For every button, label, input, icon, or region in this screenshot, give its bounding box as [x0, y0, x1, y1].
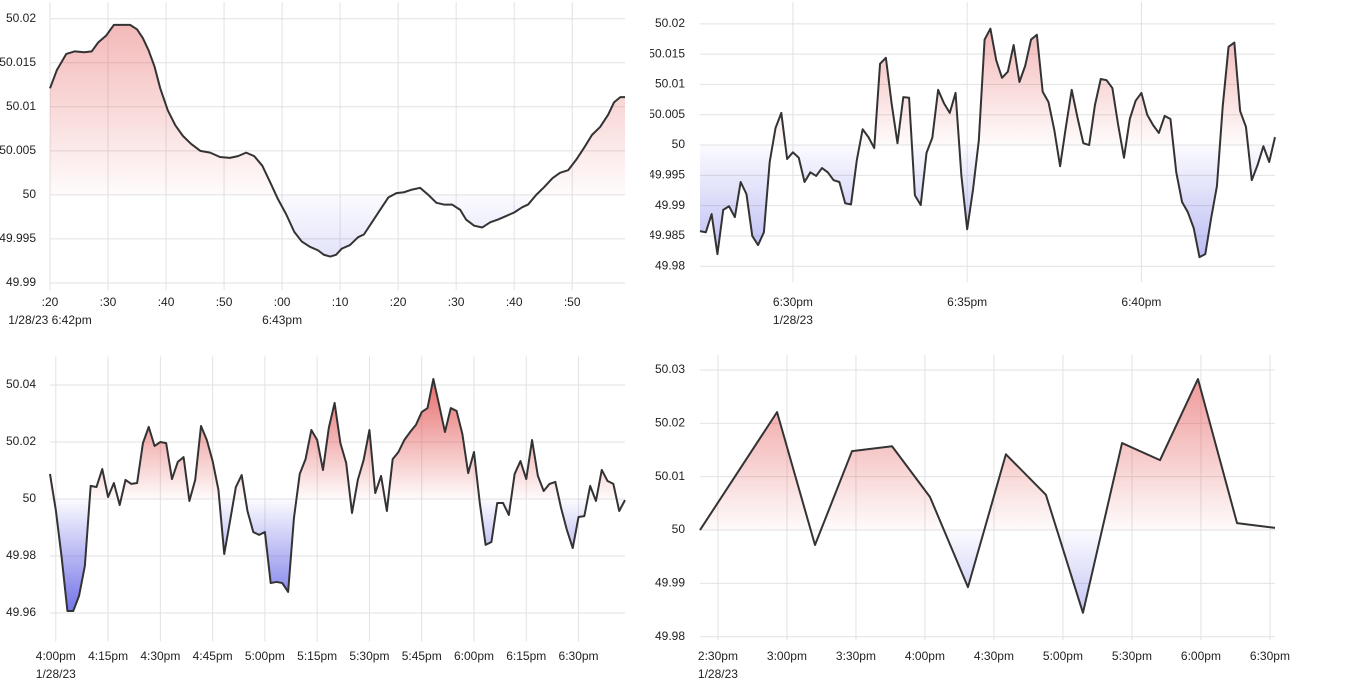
chart: 49.96 49.98 50 50.02 50.04 4:00pm 4:15pm 4:30pm… — [6, 356, 626, 681]
x-tick-label: 4:30pm — [974, 649, 1014, 663]
y-tick-label: 49.995 — [0, 231, 36, 245]
line — [699, 27, 1276, 259]
y-tick-label: 50.01 — [6, 99, 36, 113]
x-tick-label: :40 — [506, 295, 523, 309]
y-tick-label: 49.99 — [655, 576, 685, 590]
y-tick-label: 50.01 — [655, 469, 685, 483]
area-fill — [700, 28, 1275, 258]
x-tick-label: :20 — [42, 295, 59, 309]
x-tick-label: 4:00pm — [36, 649, 76, 663]
line — [699, 378, 1276, 614]
x-tick-label: :50 — [216, 295, 233, 309]
area-fill — [50, 24, 625, 257]
y-tick-label: 49.985 — [650, 228, 685, 242]
x-sublabel: 1/28/23 6:42pm — [8, 313, 91, 327]
line — [49, 23, 625, 258]
x-tick-label: 6:00pm — [454, 649, 494, 663]
x-sublabel: 1/28/23 — [698, 667, 738, 681]
y-tick-label: 49.98 — [655, 258, 685, 272]
y-tick-label: 50.04 — [6, 377, 36, 391]
x-tick-label: :30 — [100, 295, 117, 309]
y-tick-label: 49.96 — [6, 605, 36, 619]
x-tick-label: :10 — [332, 295, 349, 309]
y-tick-label: 49.99 — [6, 275, 36, 289]
chart: 49.98 49.985 49.99 49.995 50 50.005 50.01 50.01… — [650, 2, 1276, 327]
x-tick-label: 4:15pm — [88, 649, 128, 663]
x-tick-label: :20 — [390, 295, 407, 309]
area-fill — [700, 379, 1275, 613]
line — [49, 378, 626, 612]
chart: 49.99 49.995 50 50.005 50.01 50.015 50.02 :20 :3… — [0, 2, 625, 327]
y-tick-label: 50 — [672, 137, 686, 151]
x-tick-label: :40 — [158, 295, 175, 309]
y-tick-label: 50 — [23, 491, 37, 505]
x-tick-label: 6:30pm — [559, 649, 599, 663]
x-tick-label: 3:30pm — [836, 649, 876, 663]
y-tick-label: 50.005 — [650, 107, 685, 121]
x-tick-label: 6:15pm — [506, 649, 546, 663]
x-tick-label: 6:30pm — [773, 295, 813, 309]
x-tick-label: 6:00pm — [1181, 649, 1221, 663]
x-tick-label: 6:35pm — [947, 295, 987, 309]
x-tick-label: 4:30pm — [140, 649, 180, 663]
x-tick-label: 5:30pm — [1112, 649, 1152, 663]
x-tick-label: 5:00pm — [1043, 649, 1083, 663]
x-tick-label: 5:00pm — [245, 649, 285, 663]
x-tick-label: 5:45pm — [402, 649, 442, 663]
y-tick-label: 50.02 — [655, 16, 685, 30]
x-tick-label: 5:30pm — [349, 649, 389, 663]
area-fill — [50, 379, 625, 611]
x-tick-label: :00 — [274, 295, 291, 309]
y-tick-label: 50.015 — [650, 46, 685, 60]
x-tick-label: 6:40pm — [1121, 295, 1161, 309]
y-tick-label: 50.02 — [655, 415, 685, 429]
chart: 49.98 49.99 50 50.01 50.02 50.03 2:30pm 3:00pm 3… — [655, 355, 1290, 681]
y-tick-label: 50 — [23, 187, 37, 201]
x-tick-label: 5:15pm — [297, 649, 337, 663]
y-tick-label: 50.005 — [0, 143, 36, 157]
x-sublabel: 1/28/23 — [773, 313, 813, 327]
y-tick-label: 50.03 — [655, 362, 685, 376]
y-tick-label: 50.02 — [6, 11, 36, 25]
x-tick-label: :50 — [564, 295, 581, 309]
y-tick-label: 49.995 — [650, 168, 685, 182]
y-tick-label: 50.02 — [6, 434, 36, 448]
x-tick-label: :30 — [448, 295, 465, 309]
x-tick-label: 6:30pm — [1250, 649, 1290, 663]
x-tick-label: 4:45pm — [193, 649, 233, 663]
x-tick-label: 4:00pm — [905, 649, 945, 663]
y-tick-label: 49.98 — [6, 548, 36, 562]
y-tick-label: 50.015 — [0, 55, 36, 69]
y-tick-label: 49.99 — [655, 198, 685, 212]
x-sublabel: 1/28/23 — [36, 667, 76, 681]
x-tick-label: 2:30pm — [698, 649, 738, 663]
y-tick-label: 49.98 — [655, 629, 685, 643]
y-tick-label: 50 — [672, 522, 686, 536]
x-sublabel: 6:43pm — [262, 313, 302, 327]
x-tick-label: 3:00pm — [767, 649, 807, 663]
y-tick-label: 50.01 — [655, 77, 685, 91]
